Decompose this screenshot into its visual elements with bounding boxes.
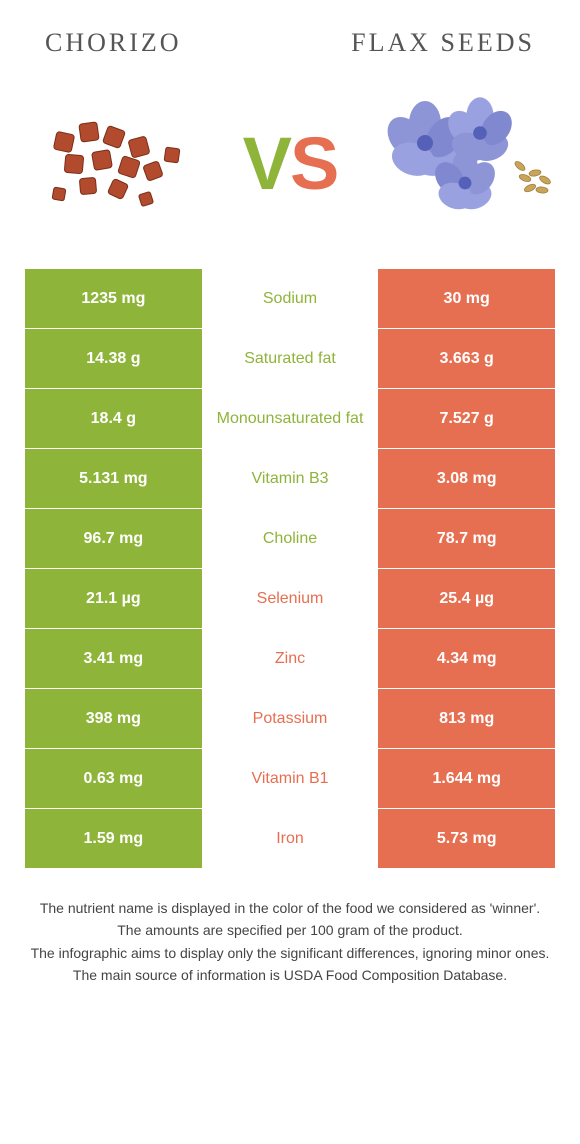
left-value: 3.41 mg xyxy=(25,629,202,688)
left-value: 96.7 mg xyxy=(25,509,202,568)
left-value: 1.59 mg xyxy=(25,809,202,868)
right-value: 5.73 mg xyxy=(378,809,555,868)
right-value: 78.7 mg xyxy=(378,509,555,568)
footer-notes: The nutrient name is displayed in the co… xyxy=(0,868,580,985)
left-food-title: CHORIZO xyxy=(45,28,182,58)
right-food-title: FLAX SEEDS xyxy=(351,28,535,58)
left-value: 0.63 mg xyxy=(25,749,202,808)
footer-line: The nutrient name is displayed in the co… xyxy=(30,898,550,918)
right-value: 3.663 g xyxy=(378,329,555,388)
chorizo-icon xyxy=(25,93,205,233)
right-value: 25.4 µg xyxy=(378,569,555,628)
left-value: 1235 mg xyxy=(25,269,202,328)
hero-row: VS xyxy=(0,68,580,268)
left-value: 18.4 g xyxy=(25,389,202,448)
right-value: 1.644 mg xyxy=(378,749,555,808)
vs-v: V xyxy=(243,122,290,205)
vs-label: VS xyxy=(243,121,338,206)
right-value: 3.08 mg xyxy=(378,449,555,508)
nutrient-label: Monounsaturated fat xyxy=(202,389,379,448)
nutrient-label: Saturated fat xyxy=(202,329,379,388)
footer-line: The amounts are specified per 100 gram o… xyxy=(30,920,550,940)
left-value: 14.38 g xyxy=(25,329,202,388)
nutrient-row: 18.4 gMonounsaturated fat7.527 g xyxy=(25,388,555,448)
nutrient-row: 3.41 mgZinc4.34 mg xyxy=(25,628,555,688)
left-value: 398 mg xyxy=(25,689,202,748)
nutrient-row: 1.59 mgIron5.73 mg xyxy=(25,808,555,868)
nutrient-label: Iron xyxy=(202,809,379,868)
nutrient-row: 21.1 µgSelenium25.4 µg xyxy=(25,568,555,628)
nutrient-label: Vitamin B3 xyxy=(202,449,379,508)
flax-icon xyxy=(370,88,560,238)
nutrient-label: Vitamin B1 xyxy=(202,749,379,808)
left-value: 21.1 µg xyxy=(25,569,202,628)
footer-line: The main source of information is USDA F… xyxy=(30,965,550,985)
nutrient-label: Potassium xyxy=(202,689,379,748)
nutrient-row: 5.131 mgVitamin B33.08 mg xyxy=(25,448,555,508)
chorizo-image xyxy=(20,88,210,238)
nutrient-label: Choline xyxy=(202,509,379,568)
nutrient-row: 1235 mgSodium30 mg xyxy=(25,268,555,328)
nutrient-row: 14.38 gSaturated fat3.663 g xyxy=(25,328,555,388)
footer-line: The infographic aims to display only the… xyxy=(30,943,550,963)
right-value: 4.34 mg xyxy=(378,629,555,688)
nutrient-row: 96.7 mgCholine78.7 mg xyxy=(25,508,555,568)
right-value: 813 mg xyxy=(378,689,555,748)
nutrient-table: 1235 mgSodium30 mg14.38 gSaturated fat3.… xyxy=(25,268,555,868)
right-value: 7.527 g xyxy=(378,389,555,448)
nutrient-label: Zinc xyxy=(202,629,379,688)
nutrient-label: Selenium xyxy=(202,569,379,628)
right-value: 30 mg xyxy=(378,269,555,328)
header: CHORIZO FLAX SEEDS xyxy=(0,0,580,68)
vs-s: S xyxy=(290,122,337,205)
left-value: 5.131 mg xyxy=(25,449,202,508)
nutrient-label: Sodium xyxy=(202,269,379,328)
nutrient-row: 398 mgPotassium813 mg xyxy=(25,688,555,748)
flax-image xyxy=(370,88,560,238)
nutrient-row: 0.63 mgVitamin B11.644 mg xyxy=(25,748,555,808)
